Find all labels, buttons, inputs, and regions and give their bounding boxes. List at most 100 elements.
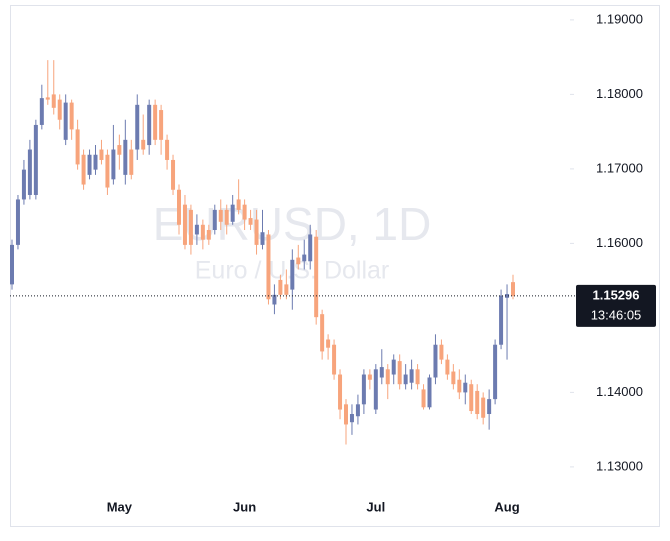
candle-body [314, 236, 319, 318]
candle-body [421, 389, 426, 408]
candle-body [320, 314, 325, 352]
candle-body [177, 189, 181, 225]
candle-body [218, 209, 223, 222]
x-tick-label: Aug [494, 499, 519, 514]
candle-body [278, 279, 283, 295]
candle-body [415, 369, 420, 385]
y-tick-label: 1.17000 [596, 160, 643, 175]
candle-body [230, 204, 235, 222]
candle-body [153, 104, 158, 140]
candle-body [469, 384, 474, 412]
x-tick-label: Jul [366, 499, 385, 514]
candle-body [242, 204, 247, 220]
x-tick-label: Jun [233, 499, 256, 514]
candle-body [159, 110, 164, 140]
y-tick-label: 1.16000 [596, 235, 643, 250]
candle-body [21, 169, 26, 200]
candle-body [248, 218, 253, 225]
candle-body [475, 390, 480, 415]
candle-body [332, 344, 337, 375]
candle-body [493, 344, 498, 400]
candle-body [379, 367, 384, 378]
candle-body [15, 199, 20, 245]
watermark-symbol: EURUSD, 1D [153, 198, 432, 250]
candle-body [266, 234, 271, 300]
candle-body [308, 234, 313, 262]
candle-body [391, 359, 396, 375]
candle-body [338, 374, 343, 410]
candle-body [111, 149, 116, 180]
candle-body [57, 99, 62, 120]
candle-body [361, 374, 366, 405]
candle-body [409, 369, 414, 383]
candle-body [481, 397, 486, 418]
candle-body [385, 369, 390, 385]
candle-body [445, 359, 450, 375]
candle-body [457, 379, 462, 393]
candle-body [200, 224, 205, 240]
candle-body [188, 209, 193, 245]
candle-body [427, 377, 432, 408]
candle-body [87, 154, 92, 175]
candle-body [33, 124, 38, 195]
candle-body [487, 399, 492, 415]
candle-body [373, 369, 378, 410]
countdown-label: 13:46:05 [591, 307, 642, 322]
candle-body [129, 149, 134, 175]
candle-body [105, 154, 110, 188]
y-tick-label: 1.18000 [596, 86, 643, 101]
candle-body [75, 129, 80, 165]
candle-body [135, 104, 140, 150]
candle-body [439, 344, 444, 360]
candle-body [344, 404, 348, 425]
last-price-label: 1.15296 [593, 287, 640, 302]
candle-body [511, 282, 515, 296]
candle-body [93, 154, 98, 170]
candle-body [260, 232, 265, 245]
candle-body [236, 199, 241, 210]
candle-body [69, 102, 74, 130]
candle-body [81, 154, 86, 185]
candle-body [254, 219, 259, 245]
candle-body [272, 294, 277, 305]
candle-body [290, 259, 295, 290]
candle-body [51, 94, 56, 108]
candle-body [99, 149, 104, 160]
candle-body [182, 204, 187, 245]
candle-body [171, 159, 176, 190]
candle-body [224, 209, 229, 225]
candle-body [141, 139, 146, 150]
last-price-box [576, 284, 656, 327]
candle-body [212, 209, 217, 230]
candle-body [463, 382, 468, 393]
candle-body [349, 414, 354, 423]
candle-body [45, 97, 50, 100]
x-tick-label: May [107, 499, 133, 514]
candle-body [123, 139, 128, 175]
candle-body [326, 339, 331, 348]
candle-body [302, 254, 307, 262]
candle-body [451, 371, 456, 385]
candle-body [284, 284, 289, 295]
y-tick-label: 1.19000 [596, 11, 643, 26]
candle-body [27, 149, 32, 195]
candle-body [505, 294, 510, 298]
candle-body [206, 229, 211, 240]
candle-body [10, 244, 14, 285]
candle-body [194, 224, 199, 235]
candle-body [367, 374, 372, 380]
y-tick-label: 1.14000 [596, 384, 643, 399]
candle-body [355, 404, 360, 417]
candle-body [403, 374, 408, 385]
candle-body [147, 104, 152, 146]
candle-body [39, 98, 44, 125]
candle-body [117, 145, 122, 155]
candle-body [63, 102, 68, 140]
candle-body [433, 344, 438, 378]
candle-body [165, 139, 170, 160]
y-tick-label: 1.13000 [596, 458, 643, 473]
candle-body [296, 257, 301, 265]
candle-body [397, 361, 402, 385]
candle-body [499, 295, 504, 345]
